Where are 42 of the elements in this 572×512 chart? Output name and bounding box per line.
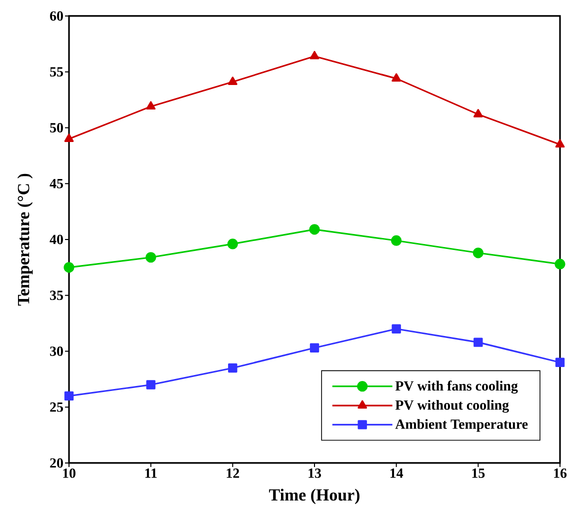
legend-label: PV without cooling xyxy=(395,400,509,413)
point xyxy=(146,101,156,110)
y-axis-title: Temperature (°C ) xyxy=(17,174,33,306)
y-tick-label: 25 xyxy=(50,402,63,412)
y-tick-label: 60 xyxy=(50,11,63,21)
point xyxy=(309,224,320,235)
point xyxy=(64,134,74,142)
legend-label: Ambient Temperature xyxy=(395,419,528,432)
point xyxy=(146,252,156,263)
point xyxy=(474,338,483,347)
x-tick-label: 16 xyxy=(554,468,567,478)
point xyxy=(310,50,320,60)
point xyxy=(310,343,320,352)
point xyxy=(554,258,566,270)
point xyxy=(472,248,484,258)
y-tick-label: 20 xyxy=(50,458,63,468)
x-tick-label: 11 xyxy=(145,468,157,478)
x-tick-label: 15 xyxy=(472,468,485,478)
y-tick-label: 35 xyxy=(50,290,63,300)
point xyxy=(64,391,74,401)
y-tick-label: 50 xyxy=(50,123,63,132)
x-tick-label: 12 xyxy=(226,468,240,478)
legend-label: PV with fans cooling xyxy=(395,380,518,394)
point xyxy=(392,324,401,334)
x-tick-label: 13 xyxy=(308,468,322,478)
point xyxy=(392,73,402,82)
point xyxy=(228,76,238,85)
point xyxy=(146,380,156,390)
y-tick-label: 30 xyxy=(50,346,63,356)
point xyxy=(555,358,565,368)
y-tick-label: 40 xyxy=(50,234,63,244)
point xyxy=(391,235,402,246)
y-tick-label: 45 xyxy=(50,178,63,188)
point xyxy=(555,139,565,148)
point xyxy=(473,109,483,118)
y-tick-label: 55 xyxy=(50,67,63,76)
point xyxy=(64,262,74,273)
point xyxy=(227,238,238,250)
point xyxy=(228,363,238,373)
x-axis-title: Time (Hour) xyxy=(269,488,360,504)
x-tick-label: 14 xyxy=(390,468,404,478)
x-tick-label: 10 xyxy=(63,468,76,478)
